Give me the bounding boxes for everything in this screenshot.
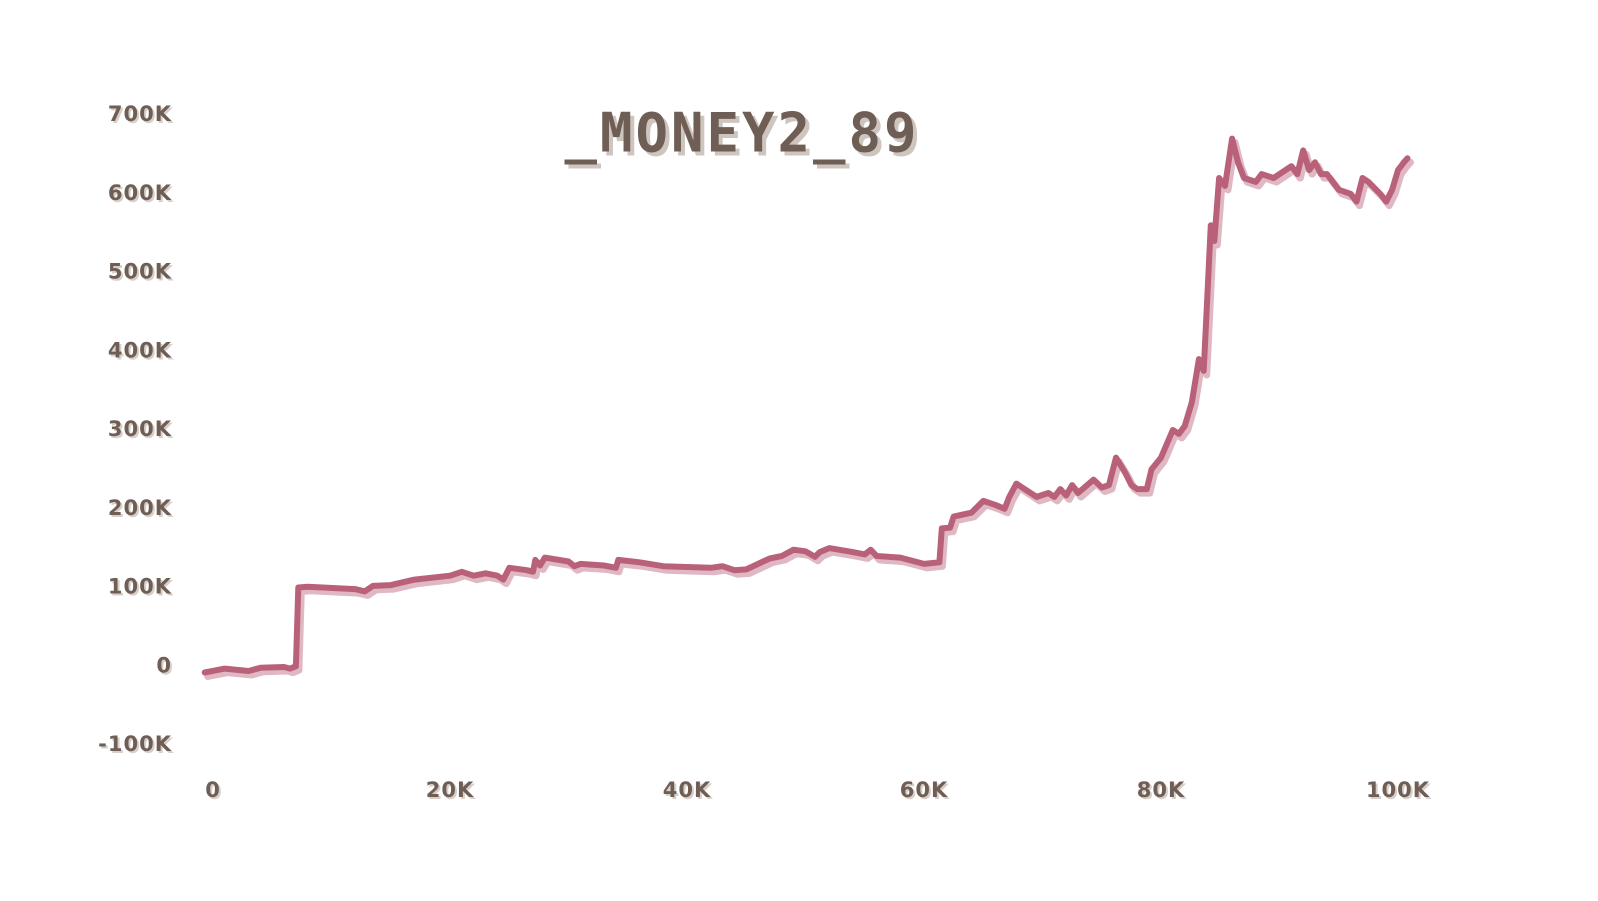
line [201,135,1411,676]
y-tick-label: 300K [108,417,172,441]
x-tick-label: 60K [900,778,949,802]
y-tick-label: 400K [108,338,172,362]
line-shadow [204,139,1414,680]
x-tick-label: 20K [426,778,475,802]
y-tick-label: 0 [156,653,172,677]
x-tick-label: 100K [1366,778,1430,802]
y-tick-label: 700K [108,102,172,126]
chart-title: _MONEY2_89 [564,102,919,165]
y-tick-label: 200K [108,496,172,520]
y-tick-label: 500K [108,260,172,284]
x-tick-label: 80K [1137,778,1186,802]
y-tick-label: 600K [108,181,172,205]
y-tick-label: 100K [108,575,172,599]
y-tick-label: -100K [98,732,172,756]
x-tick-label: 40K [663,778,712,802]
x-tick-label: 0 [205,778,221,802]
